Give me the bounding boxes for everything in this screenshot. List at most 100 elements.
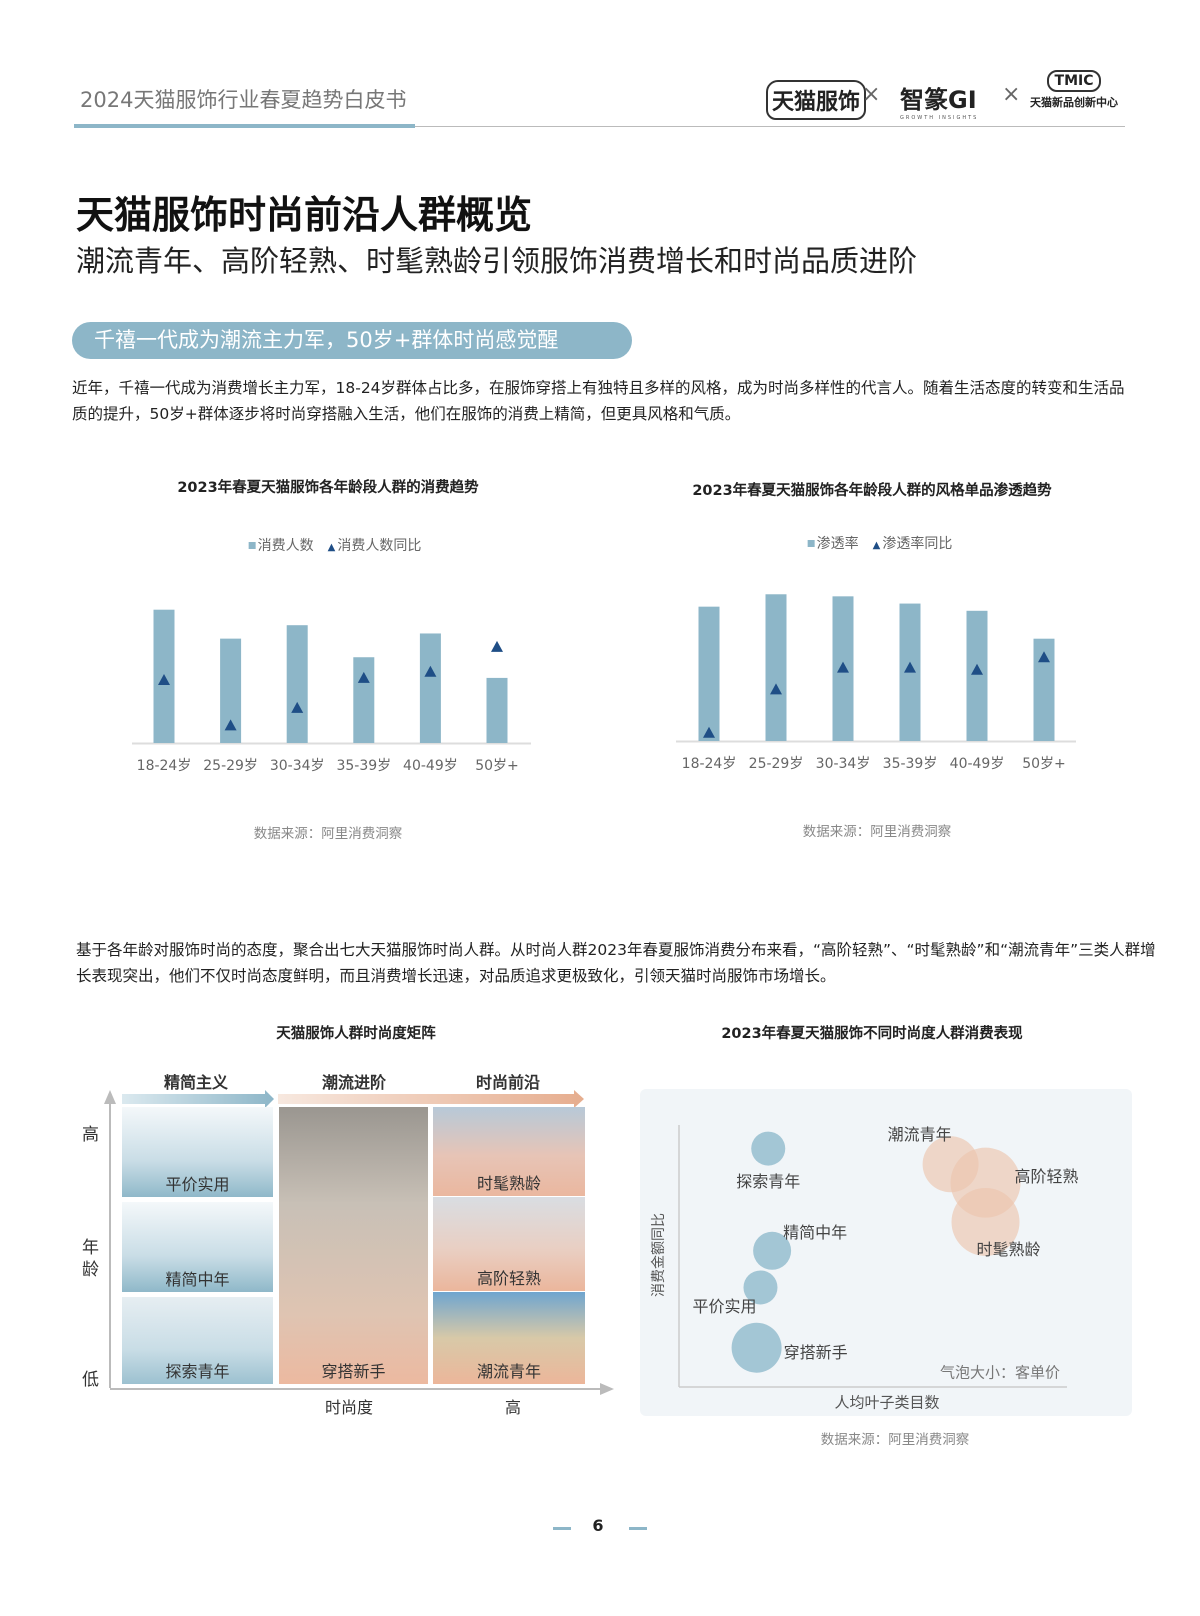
bubble-chart-plot xyxy=(678,1125,1067,1388)
tile-label: 探索青年 xyxy=(165,1362,230,1381)
x-tick-label: 50岁+ xyxy=(1022,756,1066,772)
triangle-marker xyxy=(1038,651,1050,663)
x-tick-label: 50岁+ xyxy=(475,758,519,774)
x-tick-label: 40-49岁 xyxy=(950,756,1005,772)
legend-bar-swatch xyxy=(807,540,815,547)
bubble-y-axis-label: 消费金额同比 xyxy=(651,1213,667,1297)
bar xyxy=(286,625,308,743)
page-number-dash xyxy=(553,1527,571,1530)
x-axis-label: 时尚度 xyxy=(325,1398,374,1417)
legend-triangle-icon: ▲ xyxy=(327,542,336,553)
chart2-legend: 渗透率 ▲ 渗透率同比 xyxy=(807,533,953,553)
tmall-fashion-logo: 天猫服饰 xyxy=(766,80,867,120)
tmic-logo: TMIC 天猫新品创新中心 xyxy=(1030,70,1118,110)
bubble-label: 探索青年 xyxy=(736,1171,801,1191)
matrix-column-header: 精简主义 xyxy=(163,1073,229,1092)
tile-label: 精简中年 xyxy=(165,1270,230,1289)
triangle-marker xyxy=(224,719,237,731)
bubble xyxy=(753,1231,792,1270)
chart2-source: 数据来源：阿里消费洞察 xyxy=(802,824,952,840)
chart2-title: 2023年春夏天猫服饰各年龄段人群的风格单品渗透趋势 xyxy=(692,483,1052,499)
chart1-source: 数据来源：阿里消费洞察 xyxy=(253,826,403,842)
bubble-label: 潮流青年 xyxy=(887,1125,952,1145)
x-tick-label: 40-49岁 xyxy=(403,758,458,774)
bubble-label: 平价实用 xyxy=(692,1297,757,1317)
legend-item: 渗透率同比 xyxy=(882,536,953,552)
growth-insights-logo: 智篆GI GROWTH INSIGHTS xyxy=(900,80,978,121)
segments-paragraph: 基于各年龄对服饰时尚的态度，聚合出七大天猫服饰时尚人群。从时尚人群2023年春夏… xyxy=(76,941,1156,985)
section-heading-pill: 千禧一代成为潮流主力军，50岁+群体时尚感觉醒 xyxy=(72,322,632,359)
matrix-title: 天猫服饰人群时尚度矩阵 xyxy=(276,1026,436,1042)
matrix-column-header: 时尚前沿 xyxy=(475,1073,541,1092)
segment-tile-chic-mature: 时髦熟龄 xyxy=(433,1107,585,1196)
logo-subtext: 天猫新品创新中心 xyxy=(1030,96,1118,109)
triangle-marker xyxy=(158,673,170,685)
y-axis-label: 年龄 xyxy=(82,1238,99,1280)
triangle-marker xyxy=(703,726,715,738)
header-accent-bar xyxy=(74,124,415,128)
bar xyxy=(1033,638,1055,741)
triangle-marker xyxy=(770,683,782,695)
segment-tile-trendy-youth: 潮流青年 xyxy=(433,1292,585,1384)
page-subtitle: 潮流青年、高阶轻熟、时髦熟龄引领服饰消费增长和时尚品质进阶 xyxy=(76,244,918,278)
bubble-chart-title: 2023年春夏天猫服饰不同时尚度人群消费表现 xyxy=(721,1026,1023,1042)
bar xyxy=(966,610,988,741)
logo-text: TMIC xyxy=(1046,70,1102,92)
segment-tile-affordable-practical: 平价实用 xyxy=(122,1107,273,1197)
tile-label: 时髦熟龄 xyxy=(476,1174,541,1193)
matrix-column-header: 潮流进阶 xyxy=(321,1073,387,1092)
bubble-label: 精简中年 xyxy=(783,1222,848,1242)
logo-subtext: GROWTH INSIGHTS xyxy=(900,115,979,121)
tile-label: 平价实用 xyxy=(165,1175,230,1194)
bubble-x-axis-label: 人均叶子类目数 xyxy=(834,1393,940,1412)
legend-triangle-icon: ▲ xyxy=(872,540,881,551)
triangle-marker xyxy=(291,701,304,713)
chart2-plot: 18-24岁 25-29岁 30-34岁 35-39岁 40-49岁 50岁+ xyxy=(676,594,1076,772)
bubble-label: 穿搭新手 xyxy=(783,1342,848,1362)
logo-text: 智篆GI xyxy=(900,86,977,114)
arrow-fashion-forward xyxy=(278,1090,584,1108)
chart1-plot: 18-24岁 25-29岁 30-34岁 35-39岁 40-49岁 50岁+ xyxy=(132,609,531,774)
triangle-marker xyxy=(837,661,849,673)
x-tick-label: 30-34岁 xyxy=(270,758,325,774)
bar xyxy=(419,633,441,743)
legend-item: 消费人数 xyxy=(257,538,314,554)
bubble-label: 高阶轻熟 xyxy=(1014,1166,1079,1186)
header-divider xyxy=(74,126,1125,127)
times-separator: × xyxy=(862,82,881,107)
triangle-marker xyxy=(904,661,916,673)
arrow-minimalism xyxy=(122,1090,274,1108)
bar xyxy=(765,594,787,741)
bubble xyxy=(743,1270,778,1305)
x-tick-label: 30-34岁 xyxy=(816,756,871,772)
page-number: 6 xyxy=(592,1516,604,1535)
tile-label: 穿搭新手 xyxy=(321,1362,386,1381)
legend-item: 渗透率 xyxy=(816,536,859,552)
bubble-chart-source: 数据来源：阿里消费洞察 xyxy=(820,1432,970,1448)
bubble-chart-panel xyxy=(640,1089,1132,1416)
segment-tile-premium-young-mature: 高阶轻熟 xyxy=(433,1197,585,1291)
segment-tile-exploring-youth: 探索青年 xyxy=(122,1297,273,1384)
bubble xyxy=(751,1131,786,1166)
bar xyxy=(698,606,720,741)
bubble xyxy=(731,1322,782,1373)
legend-bar-swatch xyxy=(248,542,256,549)
segment-tile-styling-novice: 穿搭新手 xyxy=(279,1107,428,1384)
y-axis-low: 低 xyxy=(82,1370,99,1390)
chart1-title: 2023年春夏天猫服饰各年龄段人群的消费趋势 xyxy=(177,480,479,496)
triangle-marker xyxy=(491,640,503,652)
x-axis-arrowhead xyxy=(600,1383,614,1395)
report-title: 2024天猫服饰行业春夏趋势白皮书 xyxy=(80,88,407,112)
tile-label: 高阶轻熟 xyxy=(476,1269,541,1288)
chart1-legend: 消费人数 ▲ 消费人数同比 xyxy=(248,535,422,555)
triangle-marker xyxy=(357,671,370,683)
bubble-label: 时髦熟龄 xyxy=(976,1239,1041,1259)
tile-label: 潮流青年 xyxy=(476,1362,541,1381)
bar xyxy=(486,677,508,743)
bubble xyxy=(951,1187,1020,1256)
x-tick-label: 18-24岁 xyxy=(137,758,192,774)
legend-item: 消费人数同比 xyxy=(337,538,422,554)
times-separator: × xyxy=(1002,82,1021,107)
bar xyxy=(220,638,242,743)
x-tick-label: 18-24岁 xyxy=(682,756,737,772)
